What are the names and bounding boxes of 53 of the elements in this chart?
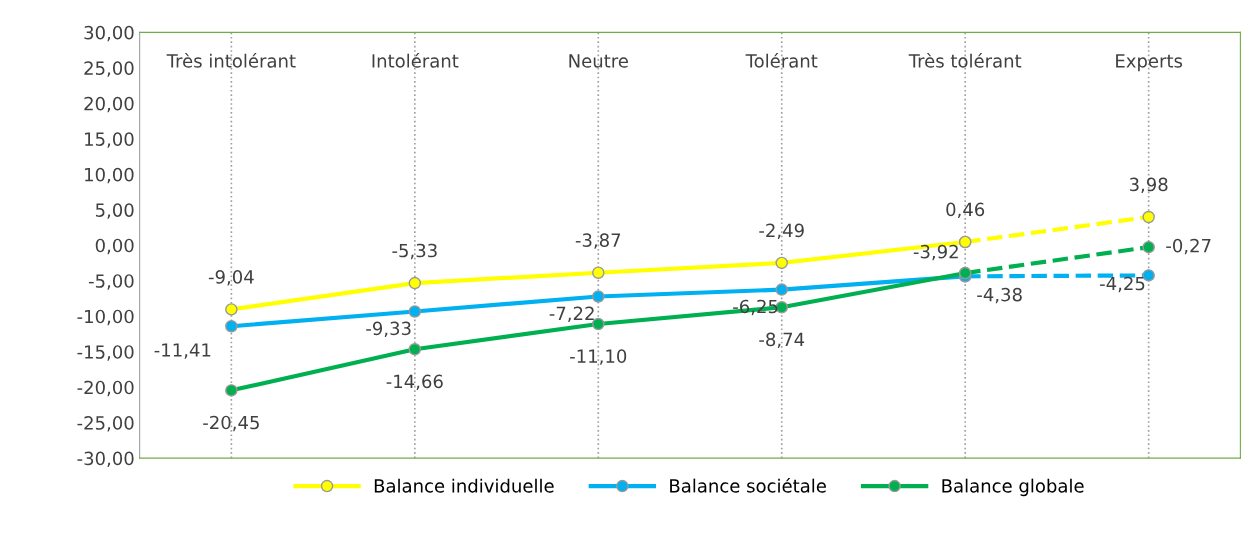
- legend-label: Balance individuelle: [374, 478, 554, 493]
- data-label: -5,33: [392, 243, 437, 260]
- data-label: -9,04: [208, 270, 254, 286]
- data-label: -6,25: [733, 299, 778, 316]
- point: [225, 384, 238, 397]
- data-label: -14,66: [386, 374, 443, 391]
- y-tick-label: -20,00: [77, 380, 134, 397]
- y-tick-label: 15,00: [85, 132, 134, 148]
- data-label: -3,92: [913, 244, 958, 261]
- point: [1142, 210, 1155, 224]
- data-label: 0,46: [946, 202, 985, 219]
- point: [408, 276, 422, 290]
- x-tick-label: Très tolérant: [908, 53, 1022, 68]
- data-label: -9,33: [366, 321, 411, 337]
- point: [592, 266, 605, 279]
- point: [775, 256, 788, 270]
- y-tick-label: 5,00: [95, 203, 134, 219]
- data-label: -8,74: [759, 332, 805, 349]
- y-tick-label: -15,00: [77, 345, 134, 361]
- point: [592, 290, 605, 303]
- data-label: -2,49: [759, 223, 804, 240]
- data-label: 3,98: [1129, 177, 1168, 194]
- y-tick-label: 20,00: [84, 96, 134, 113]
- x-tick-label: Experts: [1116, 54, 1183, 72]
- legend-label: Balance sociétale: [670, 477, 826, 493]
- point: [408, 343, 422, 356]
- point: [775, 283, 788, 296]
- data-label: -4,38: [977, 287, 1022, 304]
- legend-label: Balance globale: [942, 478, 1084, 497]
- data-label: -3,87: [575, 233, 621, 249]
- y-tick-label: 0,00: [95, 238, 134, 255]
- data-label: -0,27: [1166, 238, 1211, 255]
- x-tick-label: Intolérant: [372, 53, 459, 68]
- point: [408, 305, 422, 318]
- point: [225, 303, 238, 316]
- y-tick-label: 25,00: [84, 61, 134, 77]
- y-tick-label: -5,00: [88, 274, 134, 290]
- y-tick-label: -10,00: [77, 309, 134, 326]
- point: [1142, 240, 1155, 254]
- data-label: -11,41: [154, 343, 211, 359]
- point: [592, 317, 605, 331]
- x-tick-label: Tolérant: [745, 53, 818, 68]
- data-label: -4,25: [1100, 276, 1145, 293]
- y-tick-label: 10,00: [85, 167, 134, 184]
- x-tick-label: Neutre: [569, 54, 628, 68]
- data-label: -11,10: [570, 349, 627, 365]
- x-tick-label: Très intolérant: [166, 53, 296, 68]
- data-label: -20,45: [203, 415, 259, 432]
- point: [225, 319, 238, 333]
- y-tick-label: -25,00: [77, 416, 134, 432]
- y-tick-label: 30,00: [84, 25, 134, 42]
- y-tick-label: -30,00: [77, 451, 134, 468]
- data-label: -7,22: [549, 306, 594, 323]
